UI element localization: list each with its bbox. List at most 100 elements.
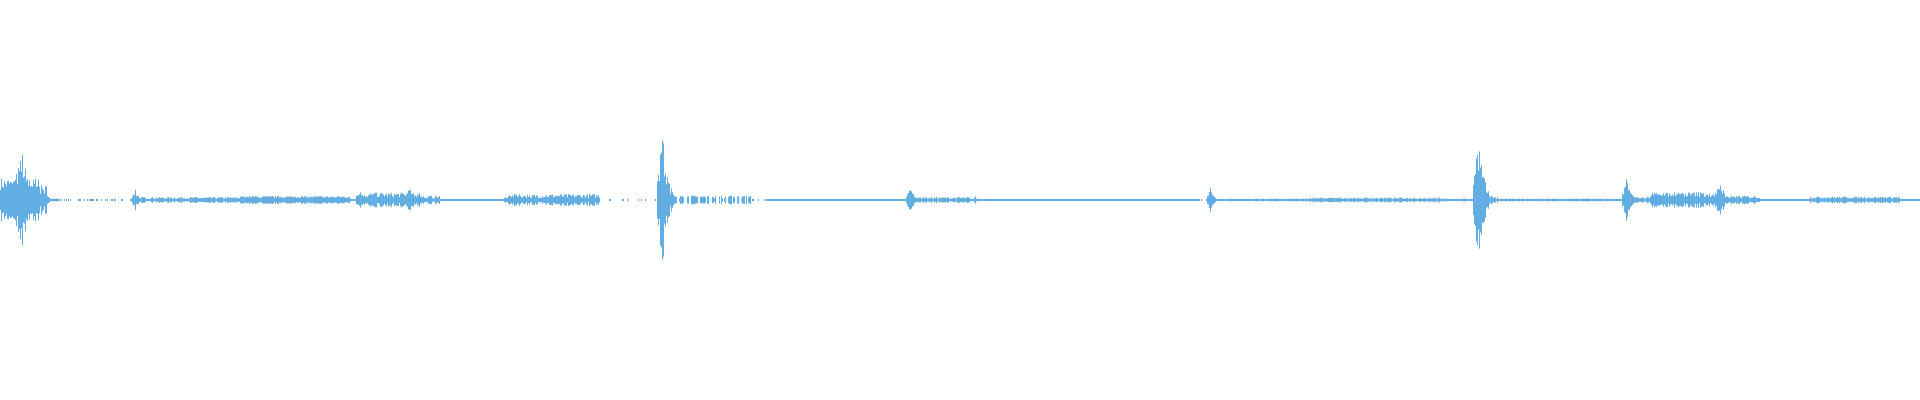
waveform-sample [1745,196,1746,204]
waveform-sample [770,199,771,201]
waveform-sample [1717,189,1718,211]
waveform-sample [181,197,182,203]
waveform-sample [1454,199,1455,201]
waveform-sample [787,199,788,201]
waveform-sample [1087,199,1088,201]
waveform-sample [486,199,487,201]
waveform-sample [1795,199,1796,201]
waveform-sample [1121,199,1122,201]
waveform-sample [450,199,451,201]
waveform-sample [1455,199,1456,201]
waveform-sample [842,199,843,201]
waveform-sample [493,199,494,201]
waveform-sample [917,197,918,203]
waveform-sample [1266,199,1267,201]
waveform-sample [712,196,713,204]
waveform-sample [433,197,434,203]
waveform-sample [333,196,334,204]
waveform-sample [1632,195,1633,205]
waveform-sample [1226,199,1227,201]
waveform-sample [184,198,185,202]
waveform-sample [451,199,452,201]
waveform-sample [1023,199,1024,201]
waveform-sample [229,197,230,203]
waveform-sample [1492,196,1493,204]
waveform-sample [1458,199,1459,201]
waveform-sample [309,197,310,203]
waveform-sample [854,199,855,201]
waveform-sample [47,196,48,204]
waveform-sample [1054,199,1055,201]
waveform-sample [1659,194,1660,206]
waveform-sample [1263,198,1264,202]
waveform-sample [547,197,548,203]
waveform-sample [539,197,540,203]
waveform-sample [1304,198,1305,202]
waveform-sample [1870,198,1871,202]
waveform-sample [1083,199,1084,201]
waveform-sample [1646,197,1647,203]
waveform-sample [454,199,455,201]
waveform-sample [1179,199,1180,201]
waveform-sample [1431,198,1432,202]
waveform-sample [28,185,29,215]
waveform-sample [1696,192,1697,208]
waveform-sample [609,199,610,201]
waveform-sample [913,193,914,207]
waveform-sample [308,196,309,204]
waveform-sample [1392,198,1393,202]
waveform-sample [230,197,231,203]
waveform-sample [133,194,134,206]
waveform-sample [1566,199,1567,201]
waveform-sample [1886,198,1887,202]
waveform-sample [1015,199,1016,201]
waveform-sample [1841,198,1842,202]
waveform-sample [523,196,524,204]
waveform-sample [540,197,541,203]
waveform-sample [1658,194,1659,206]
waveform-sample [938,198,939,202]
waveform-sample [569,194,570,206]
waveform-sample [207,197,208,203]
waveform-sample [1328,197,1329,203]
waveform-sample [1837,196,1838,204]
waveform-sample [365,197,366,203]
waveform-sample [695,196,696,204]
waveform-sample [870,199,871,201]
waveform-sample [1664,195,1665,205]
waveform-sample [1453,199,1454,201]
waveform-sample [45,186,46,214]
waveform-sample [1312,198,1313,202]
waveform-sample [676,196,677,204]
waveform-sample [1836,197,1837,203]
waveform-sample [1058,199,1059,201]
waveform-sample [1899,196,1900,204]
waveform-sample [1627,183,1628,217]
waveform-sample [356,195,357,205]
waveform-sample [919,197,920,203]
waveform-sample [880,199,881,201]
waveform-sample [1261,199,1262,201]
waveform-sample [553,197,554,203]
waveform-sample [983,199,984,201]
waveform-sample [835,199,836,201]
waveform-sample [238,198,239,202]
waveform-sample [1081,199,1082,201]
waveform-sample [42,188,43,212]
waveform-sample [373,194,374,206]
waveform-sample [48,196,49,204]
waveform-sample [156,197,157,203]
waveform-sample [1306,199,1307,201]
waveform-sample [1549,198,1550,202]
waveform-sample [1821,198,1822,202]
waveform-sample [1403,198,1404,202]
waveform-sample [1027,199,1028,201]
waveform-sample [1076,199,1077,201]
waveform-sample [427,197,428,203]
waveform-sample [93,199,94,201]
waveform-sample [1598,199,1599,201]
waveform-sample [185,198,186,202]
waveform-sample [1182,199,1183,201]
waveform-sample [1333,198,1334,202]
